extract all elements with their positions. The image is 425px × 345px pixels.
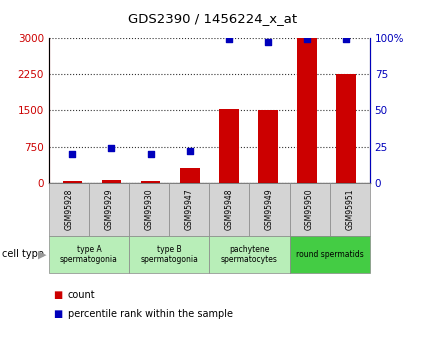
Text: GSM95949: GSM95949 [265, 189, 274, 230]
Text: cell type: cell type [2, 249, 44, 259]
Point [69, 151, 76, 157]
Point [147, 151, 154, 157]
Point [186, 148, 193, 154]
Point [304, 37, 311, 42]
Bar [337, 74, 356, 183]
Text: type A
spermatogonia: type A spermatogonia [60, 245, 118, 264]
Point [108, 145, 115, 151]
Bar [258, 110, 278, 183]
Point [265, 40, 272, 45]
Text: round spermatids: round spermatids [296, 250, 363, 259]
Text: percentile rank within the sample: percentile rank within the sample [68, 309, 233, 319]
Bar [219, 109, 239, 183]
Text: GDS2390 / 1456224_x_at: GDS2390 / 1456224_x_at [128, 12, 297, 25]
Text: count: count [68, 290, 96, 300]
Text: GSM95951: GSM95951 [345, 189, 354, 230]
Bar [102, 180, 121, 183]
Text: GSM95928: GSM95928 [65, 189, 74, 230]
Text: type B
spermatogonia: type B spermatogonia [140, 245, 198, 264]
Text: GSM95947: GSM95947 [185, 189, 194, 230]
Bar [298, 38, 317, 183]
Bar [180, 168, 199, 183]
Text: ■: ■ [53, 290, 62, 300]
Text: GSM95948: GSM95948 [225, 189, 234, 230]
Point [343, 37, 350, 42]
Text: GSM95930: GSM95930 [144, 189, 154, 230]
Text: ▶: ▶ [38, 249, 47, 259]
Bar [141, 181, 160, 183]
Point [226, 37, 232, 42]
Text: pachytene
spermatocytes: pachytene spermatocytes [221, 245, 278, 264]
Bar [62, 181, 82, 183]
Text: GSM95950: GSM95950 [305, 189, 314, 230]
Text: GSM95929: GSM95929 [105, 189, 113, 230]
Text: ■: ■ [53, 309, 62, 319]
